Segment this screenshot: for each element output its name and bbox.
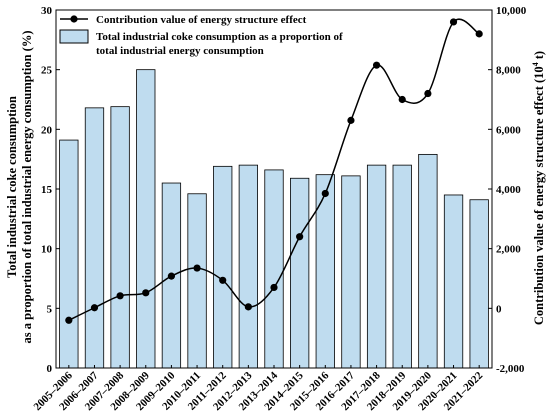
right-tick-label: 10,000 bbox=[496, 5, 527, 17]
bar bbox=[443, 194, 464, 369]
left-tick-label: 5 bbox=[47, 303, 53, 315]
bar bbox=[341, 175, 361, 369]
left-tick-label: 15 bbox=[41, 184, 53, 196]
bar bbox=[238, 164, 258, 369]
left-tick-label: 0 bbox=[47, 363, 53, 375]
bar bbox=[84, 107, 105, 369]
line-point bbox=[296, 233, 304, 241]
line-layer bbox=[65, 18, 483, 324]
bar bbox=[136, 69, 156, 369]
left-tick-label: 10 bbox=[41, 244, 53, 256]
right-tick-label: -2,000 bbox=[496, 363, 525, 375]
line-point bbox=[270, 283, 278, 292]
left-axis-title-line2: as a proportion of total industrial ener… bbox=[20, 31, 34, 344]
line-point bbox=[321, 189, 329, 198]
right-tick-label: 4,000 bbox=[496, 184, 521, 196]
legend-line-label: Contribution value of energy structure e… bbox=[96, 14, 307, 26]
bar bbox=[213, 165, 233, 369]
legend-bar-swatch bbox=[59, 29, 89, 44]
bar bbox=[187, 193, 207, 369]
bars-layer bbox=[59, 69, 489, 369]
legend-line-marker bbox=[70, 15, 78, 23]
right-axis-title-sup: 4 bbox=[531, 62, 540, 66]
line-point bbox=[167, 272, 176, 280]
line-point bbox=[475, 30, 483, 38]
legend-bar-label-line2: total industrial energy consumption bbox=[96, 45, 264, 57]
bar bbox=[290, 177, 310, 369]
line-point bbox=[424, 89, 432, 98]
bar bbox=[264, 169, 284, 369]
line-point bbox=[90, 304, 99, 312]
line-point bbox=[372, 61, 381, 69]
bar bbox=[315, 174, 335, 369]
left-tick-label: 25 bbox=[41, 65, 53, 77]
bar bbox=[366, 164, 387, 369]
bar bbox=[392, 164, 412, 369]
right-tick-label: 8,000 bbox=[496, 65, 521, 77]
right-axis-title: Contribution value of energy structure e… bbox=[531, 51, 546, 325]
right-tick-label: 0 bbox=[496, 303, 502, 315]
right-axis-title-end: t) bbox=[532, 51, 546, 62]
right-tick-label: 6,000 bbox=[496, 124, 521, 136]
right-axis-title-main: Contribution value of energy structure e… bbox=[532, 66, 546, 325]
right-tick-label: 2,000 bbox=[496, 244, 521, 256]
left-axis-title-line1: Total industrial coke consumption bbox=[5, 96, 19, 278]
line-point bbox=[449, 18, 458, 26]
line-point bbox=[116, 292, 124, 300]
left-tick-label: 30 bbox=[41, 5, 53, 17]
line-point bbox=[347, 116, 355, 124]
bar bbox=[110, 106, 130, 369]
line-point bbox=[193, 264, 201, 272]
line-point bbox=[65, 316, 73, 324]
line-point bbox=[219, 276, 227, 284]
left-tick-label: 20 bbox=[41, 124, 53, 136]
legend: Contribution value of energy structure e… bbox=[59, 14, 343, 57]
legend-bar-label-line1: Total industrial coke consumption as a p… bbox=[96, 31, 343, 43]
bar bbox=[469, 199, 489, 369]
bar bbox=[418, 153, 438, 369]
line-point bbox=[244, 303, 252, 311]
line-point bbox=[398, 95, 406, 104]
line-point bbox=[142, 289, 150, 297]
bar bbox=[59, 139, 79, 369]
